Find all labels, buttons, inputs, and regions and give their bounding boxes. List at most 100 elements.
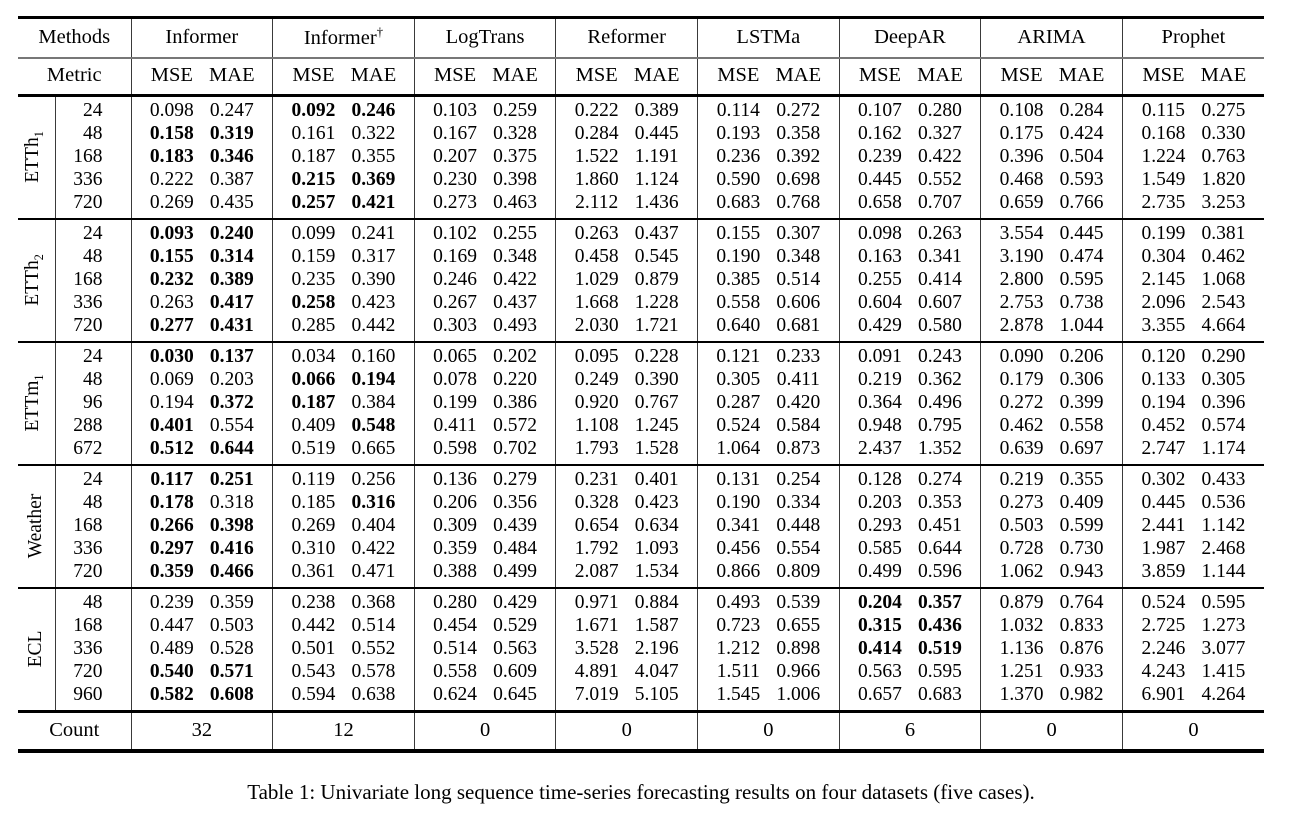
mae-value: 1.068: [1201, 268, 1246, 290]
mse-value: 2.735: [1141, 191, 1186, 213]
mae-value: 0.463: [493, 191, 537, 213]
mae-value: 0.423: [351, 291, 396, 313]
mae-value: 2.468: [1201, 537, 1246, 559]
mse-header-label: MSE: [858, 63, 902, 86]
mae-value: 3.253: [1201, 191, 1246, 213]
mae-value: 0.417: [209, 291, 254, 313]
value-cell-lstma: 0.114 0.272: [697, 95, 840, 123]
value-cell-prophet: 3.859 1.144: [1121, 560, 1264, 588]
value-cell-arima: 2.753 0.738: [980, 291, 1123, 315]
dataset-label-text: ETTh: [22, 137, 44, 184]
horizon-label: 96: [54, 391, 131, 415]
dataset-group-weather: Weather 24 0.117 0.251 0.119 0.256 0.136 0.279 0…: [18, 464, 1264, 588]
mae-value: 5.105: [634, 683, 679, 705]
mae-value: 0.873: [776, 437, 821, 459]
value-cell-deepar: 0.163 0.341: [838, 245, 981, 269]
mse-value: 0.114: [716, 99, 760, 121]
mse-value: 0.303: [433, 314, 477, 336]
value-cell-deepar: 0.162 0.327: [838, 122, 981, 146]
table-row: 336 0.489 0.528 0.501 0.552 0.514 0.563 3.528 2.…: [18, 637, 1264, 661]
value-cell-informer: 0.582 0.608: [130, 683, 273, 712]
mse-value: 0.489: [149, 637, 194, 659]
value-cell-logtrans: 0.065 0.202: [413, 341, 556, 369]
mse-value: 2.878: [999, 314, 1044, 336]
value-cell-arima: 2.800 0.595: [980, 268, 1123, 292]
mae-value: 0.766: [1059, 191, 1104, 213]
mse-value: 1.064: [716, 437, 761, 459]
value-cell-informer-dagger: 0.187 0.355: [272, 145, 415, 169]
mse-value: 4.891: [574, 660, 619, 682]
mae-value: 0.241: [351, 222, 396, 244]
mae-value: 0.422: [351, 537, 396, 559]
mae-value: 0.484: [493, 537, 537, 559]
mae-value: 0.387: [209, 168, 254, 190]
value-cell-logtrans: 0.169 0.348: [413, 245, 556, 269]
horizon-label: 720: [54, 191, 131, 219]
horizon-label: 336: [54, 168, 131, 192]
mse-value: 0.162: [858, 122, 902, 144]
mse-value: 0.215: [291, 168, 336, 190]
value-cell-deepar: 0.204 0.357: [838, 587, 981, 615]
mse-header-label: MSE: [575, 63, 618, 86]
mae-value: 0.451: [918, 514, 962, 536]
value-cell-logtrans: 0.280 0.429: [413, 587, 556, 615]
value-cell-reformer: 1.522 1.191: [555, 145, 698, 169]
value-cell-informer: 0.266 0.398: [130, 514, 273, 538]
mse-value: 0.273: [433, 191, 477, 213]
value-cell-arima: 0.108 0.284: [980, 95, 1123, 123]
horizon-label: 48: [54, 587, 131, 615]
mse-value: 0.280: [433, 591, 477, 613]
value-cell-prophet: 2.246 3.077: [1121, 637, 1264, 661]
value-cell-prophet: 2.735 3.253: [1121, 191, 1264, 219]
value-cell-deepar: 0.585 0.644: [838, 537, 981, 561]
value-cell-prophet: 2.747 1.174: [1121, 437, 1264, 465]
value-cell-informer: 0.158 0.319: [130, 122, 273, 146]
value-cell-arima: 0.503 0.599: [980, 514, 1123, 538]
value-cell-reformer: 1.793 1.528: [555, 437, 698, 465]
value-cell-informer-dagger: 0.185 0.316: [272, 491, 415, 515]
mse-value: 0.310: [291, 537, 336, 559]
mae-value: 0.390: [634, 368, 679, 390]
mse-value: 0.385: [716, 268, 761, 290]
value-cell-informer-dagger: 0.215 0.369: [272, 168, 415, 192]
dagger-mark: †: [376, 25, 384, 39]
mse-value: 0.207: [433, 145, 477, 167]
mae-value: 0.529: [493, 614, 537, 636]
mae-value: 0.404: [351, 514, 396, 536]
mse-value: 0.657: [858, 683, 902, 705]
value-cell-informer: 0.489 0.528: [130, 637, 273, 661]
mse-value: 0.598: [433, 437, 477, 459]
value-cell-informer-dagger: 0.285 0.442: [272, 314, 415, 342]
mse-value: 0.115: [1141, 99, 1186, 121]
mae-value: 0.514: [776, 268, 821, 290]
mae-value: 0.599: [1059, 514, 1104, 536]
mae-value: 0.437: [634, 222, 679, 244]
mse-value: 0.078: [433, 368, 477, 390]
mae-value: 0.389: [634, 99, 679, 121]
mse-value: 0.267: [433, 291, 477, 313]
mae-value: 0.552: [918, 168, 962, 190]
value-cell-arima: 1.251 0.933: [980, 660, 1123, 684]
mae-value: 0.328: [493, 122, 537, 144]
mse-value: 0.187: [291, 145, 336, 167]
mse-value: 0.190: [716, 491, 761, 513]
value-cell-prophet: 1.224 0.763: [1121, 145, 1264, 169]
mae-value: 0.322: [351, 122, 396, 144]
mse-value: 0.128: [858, 468, 902, 490]
value-cell-reformer: 0.284 0.445: [555, 122, 698, 146]
mae-value: 0.259: [493, 99, 537, 121]
mse-value: 0.163: [858, 245, 902, 267]
mse-value: 0.359: [433, 537, 477, 559]
horizon-label: 48: [54, 245, 131, 269]
value-cell-logtrans: 0.359 0.484: [413, 537, 556, 561]
mse-value: 2.437: [858, 437, 902, 459]
mse-value: 0.359: [149, 560, 194, 582]
value-cell-lstma: 0.190 0.348: [697, 245, 840, 269]
mse-value: 3.528: [574, 637, 619, 659]
metric-pair-header: MSE MAE: [697, 57, 840, 97]
value-cell-informer-dagger: 0.034 0.160: [272, 341, 415, 369]
mse-value: 1.549: [1141, 168, 1186, 190]
mse-value: 1.511: [716, 660, 760, 682]
mae-value: 0.246: [351, 99, 396, 121]
table-row: 168 0.183 0.346 0.187 0.355 0.207 0.375 1.522 1.…: [18, 145, 1264, 169]
